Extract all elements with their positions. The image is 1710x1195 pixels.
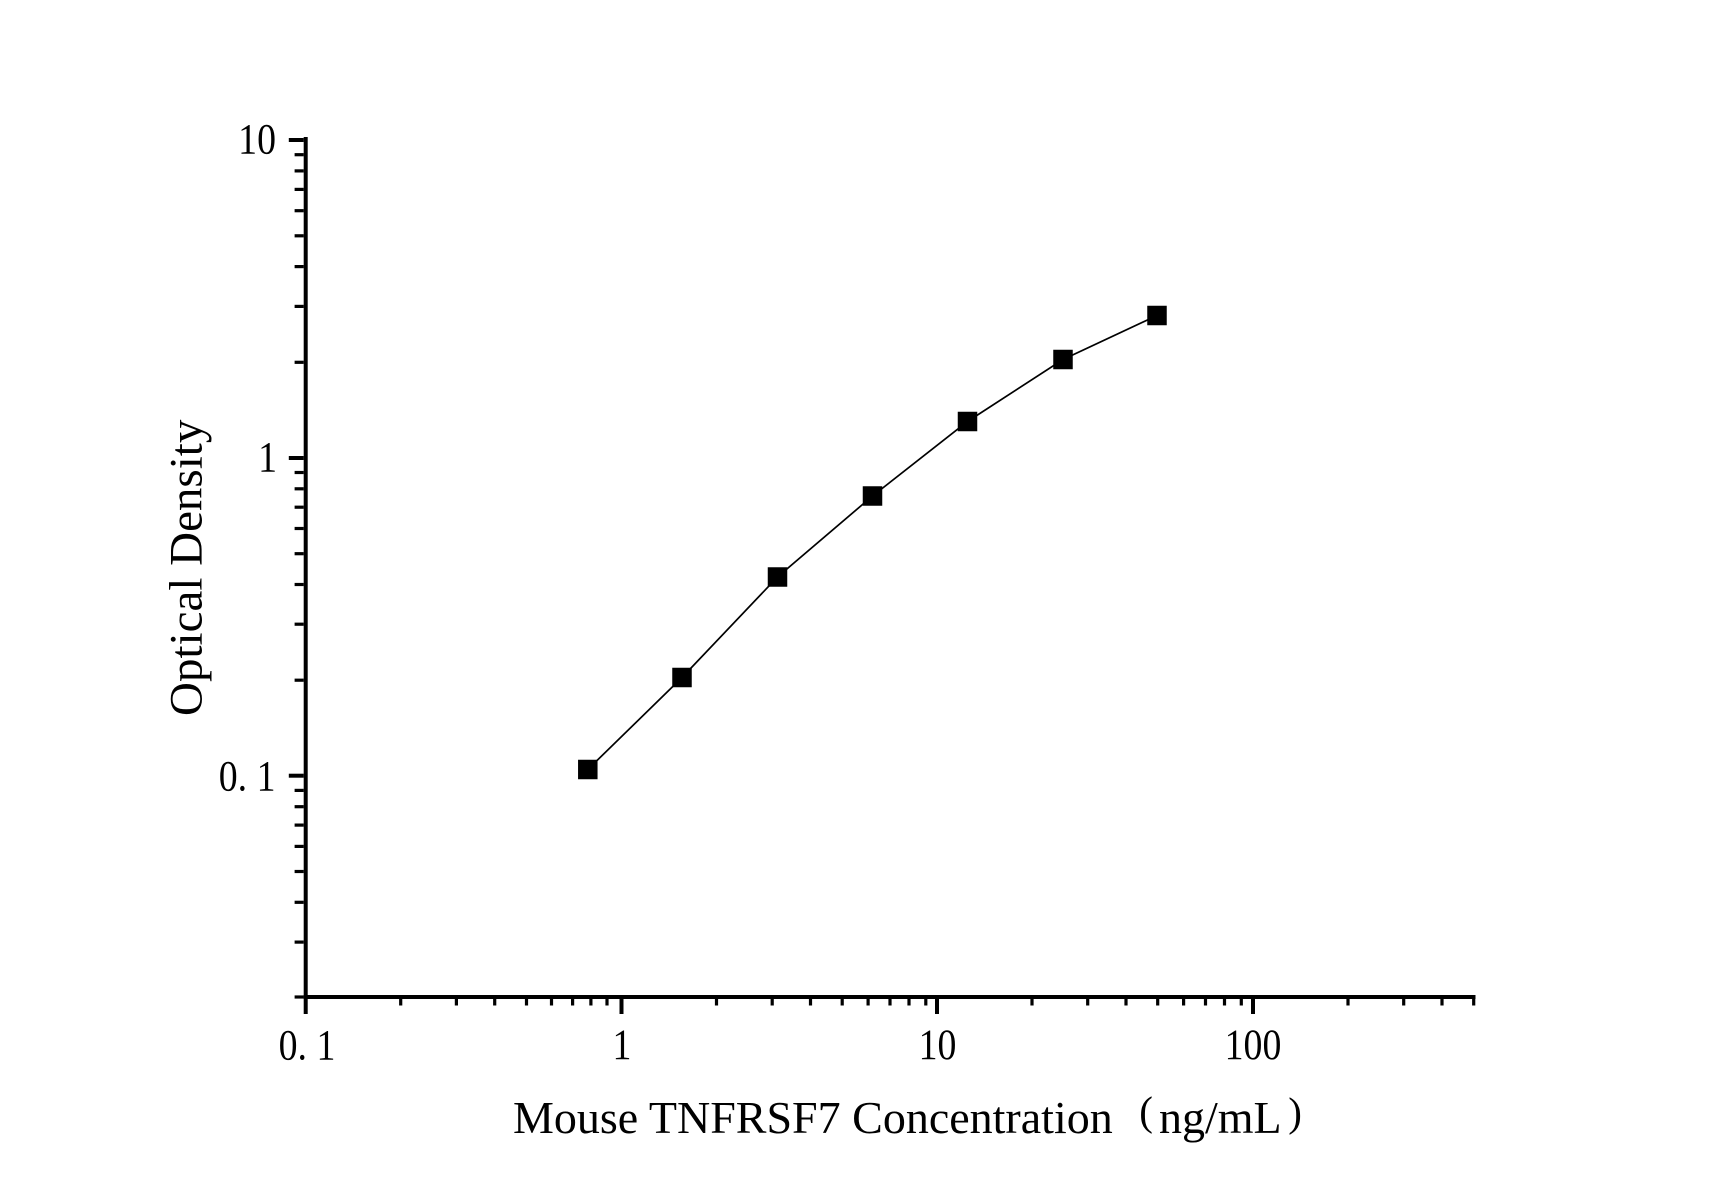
svg-text:1: 1	[613, 1021, 632, 1069]
svg-text:1: 1	[258, 433, 277, 481]
svg-text:10: 10	[238, 115, 276, 163]
svg-text:(: (	[1139, 1088, 1153, 1134]
svg-text:Optical Density: Optical Density	[160, 419, 212, 716]
svg-text:10: 10	[919, 1021, 957, 1069]
svg-text:ng/mL: ng/mL	[1159, 1092, 1282, 1143]
svg-text:0. 1: 0. 1	[279, 1021, 336, 1069]
svg-text:): )	[1288, 1089, 1302, 1135]
svg-text:100: 100	[1225, 1021, 1282, 1069]
svg-text:0. 1: 0. 1	[219, 752, 276, 800]
svg-text:Mouse TNFRSF7 Concentration: Mouse TNFRSF7 Concentration	[513, 1092, 1113, 1143]
